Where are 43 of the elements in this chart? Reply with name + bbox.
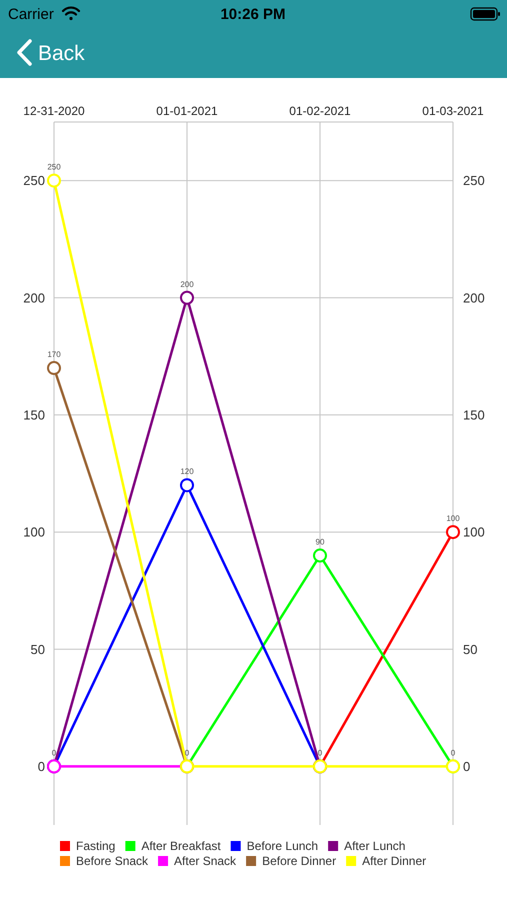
y-tick-label: 150 bbox=[23, 407, 45, 422]
data-label: 0 bbox=[184, 748, 190, 758]
y-tick-label: 100 bbox=[23, 524, 45, 540]
y-tick-label: 200 bbox=[23, 290, 45, 306]
point bbox=[180, 290, 194, 305]
legend-label: After Breakfast bbox=[141, 839, 222, 854]
y2-tick-label: 100 bbox=[463, 524, 485, 540]
x-tick-label: 01-01-2021 bbox=[156, 104, 218, 118]
y2-tick-label: 200 bbox=[463, 290, 485, 306]
text: Back bbox=[38, 42, 86, 65]
data-label: 120 bbox=[180, 467, 194, 476]
text: 10:26 PM bbox=[220, 6, 286, 23]
data-label: 170 bbox=[47, 350, 62, 360]
legend-label: Before Dinner bbox=[262, 854, 336, 868]
x-tick-label: 01-02-2021 bbox=[289, 104, 352, 118]
data-label: 100 bbox=[446, 514, 460, 524]
x-tick-label: 12-31-2020 bbox=[23, 104, 86, 118]
legend-label: After Lunch bbox=[344, 839, 406, 854]
y-tick-label: 0 bbox=[38, 758, 45, 774]
y-tick-label: 250 bbox=[23, 173, 45, 188]
y2-tick-label: 0 bbox=[463, 758, 470, 774]
legend-label: Fasting bbox=[76, 839, 116, 854]
point bbox=[446, 525, 460, 540]
legend-label: Before Lunch bbox=[246, 839, 318, 854]
y-tick-label: 50 bbox=[30, 642, 45, 657]
point bbox=[47, 174, 61, 188]
y2-tick-label: 250 bbox=[463, 173, 485, 188]
legend-label: After Dinner bbox=[362, 854, 426, 868]
data-label: 0 bbox=[318, 748, 323, 758]
data-label: 0 bbox=[52, 748, 57, 758]
data-label: 250 bbox=[47, 162, 62, 172]
data-label: 90 bbox=[316, 538, 325, 547]
text: Carrier bbox=[8, 6, 54, 23]
point bbox=[313, 548, 327, 563]
point bbox=[47, 361, 61, 376]
data-label: 200 bbox=[180, 280, 194, 289]
y2-tick-label: 150 bbox=[463, 407, 485, 422]
data-label: 0 bbox=[450, 748, 456, 758]
legend-label: After Snack bbox=[174, 854, 238, 868]
y2-tick-label: 50 bbox=[463, 642, 478, 657]
x-tick-label: 01-03-2021 bbox=[422, 104, 484, 118]
legend-label: Before Snack bbox=[76, 854, 150, 868]
point bbox=[180, 478, 194, 492]
